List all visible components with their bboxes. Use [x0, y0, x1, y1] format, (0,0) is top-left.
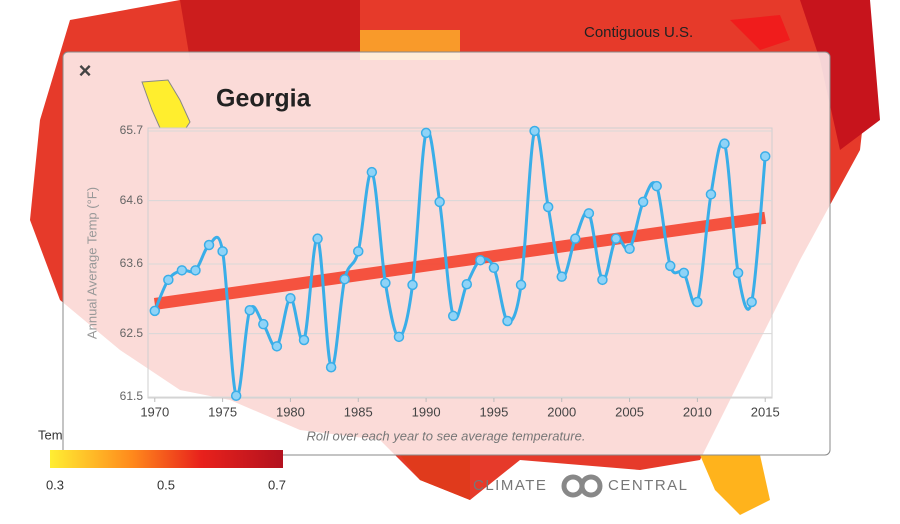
- x-tick-label: 2000: [547, 404, 576, 419]
- y-tick-label: 63.6: [120, 256, 144, 270]
- x-tick-label: 2005: [615, 404, 644, 419]
- data-point: [529, 125, 540, 137]
- x-tick-label: 2010: [683, 404, 712, 419]
- legend-tick-label: 0.3: [46, 477, 64, 492]
- data-point: [637, 196, 649, 208]
- y-tick-label: 65.7: [120, 123, 144, 137]
- data-point: [366, 166, 378, 178]
- data-point: [244, 304, 255, 316]
- data-point: [285, 292, 296, 304]
- data-point: [759, 151, 771, 162]
- data-point: [203, 239, 215, 251]
- data-point: [746, 296, 757, 308]
- data-point: [719, 138, 730, 149]
- data-point: [583, 208, 595, 219]
- data-point: [353, 246, 364, 257]
- data-point: [176, 265, 188, 276]
- data-point: [447, 310, 459, 322]
- data-point: [258, 318, 269, 330]
- state-icon: [141, 79, 191, 129]
- logo-icon: [579, 474, 603, 498]
- data-point: [570, 233, 581, 244]
- close-button[interactable]: ×: [79, 58, 92, 83]
- legend-tick-label: 0.5: [157, 477, 175, 492]
- state: [180, 0, 360, 60]
- data-point: [542, 201, 554, 213]
- data-point: [298, 334, 310, 346]
- data-point: [271, 341, 283, 352]
- x-tick-label: 1995: [479, 404, 508, 419]
- chart-title: Georgia: [216, 85, 312, 113]
- data-point: [190, 265, 201, 276]
- x-tick-label: 1975: [208, 404, 237, 419]
- y-tick-label: 61.5: [120, 389, 144, 403]
- logo-text: CLIMATE: [473, 477, 547, 494]
- x-tick-label: 1990: [412, 404, 441, 419]
- data-point: [149, 305, 161, 317]
- legend-tick-label: 0.7: [268, 477, 286, 492]
- data-point: [624, 243, 635, 255]
- data-point: [434, 196, 445, 208]
- data-point: [407, 279, 418, 291]
- map-label: Contiguous U.S.: [584, 24, 693, 41]
- data-point: [339, 273, 350, 285]
- data-point: [597, 274, 608, 286]
- data-point: [556, 271, 567, 282]
- data-point: [217, 246, 228, 257]
- data-point: [651, 180, 662, 192]
- data-point: [163, 274, 174, 286]
- x-tick-label: 1980: [276, 404, 305, 419]
- data-point: [420, 127, 432, 139]
- data-point: [678, 267, 690, 279]
- x-tick-label: 2015: [751, 404, 780, 419]
- data-point: [475, 254, 486, 266]
- x-tick-label: 1970: [140, 404, 169, 419]
- chart-note: Roll over each year to see average tempe…: [307, 428, 586, 443]
- y-tick-label: 64.6: [120, 193, 144, 207]
- data-point: [312, 233, 323, 244]
- data-point: [380, 277, 391, 289]
- logo: CLIMATE CENTRAL: [473, 474, 689, 498]
- data-point: [610, 233, 622, 244]
- state: [730, 15, 790, 50]
- y-axis-label: Annual Average Temp (°F): [84, 187, 99, 339]
- data-point: [461, 279, 473, 290]
- state: [800, 0, 880, 150]
- data-point: [705, 189, 717, 200]
- data-point: [325, 361, 337, 373]
- data-point: [230, 390, 242, 401]
- data-point: [665, 260, 676, 272]
- data-point: [393, 331, 405, 343]
- state: [400, 455, 470, 500]
- logo-text: CENTRAL: [608, 477, 689, 494]
- legend-title: Tem: [38, 427, 63, 442]
- data-point: [732, 267, 744, 279]
- x-tick-label: 1985: [344, 404, 373, 419]
- plot-area: [147, 127, 773, 399]
- data-point: [502, 315, 513, 327]
- data-point: [692, 296, 703, 308]
- data-point: [515, 279, 527, 291]
- color-bar: [50, 450, 283, 468]
- data-point: [488, 262, 500, 274]
- y-tick-label: 62.5: [120, 326, 144, 340]
- state: [700, 455, 770, 515]
